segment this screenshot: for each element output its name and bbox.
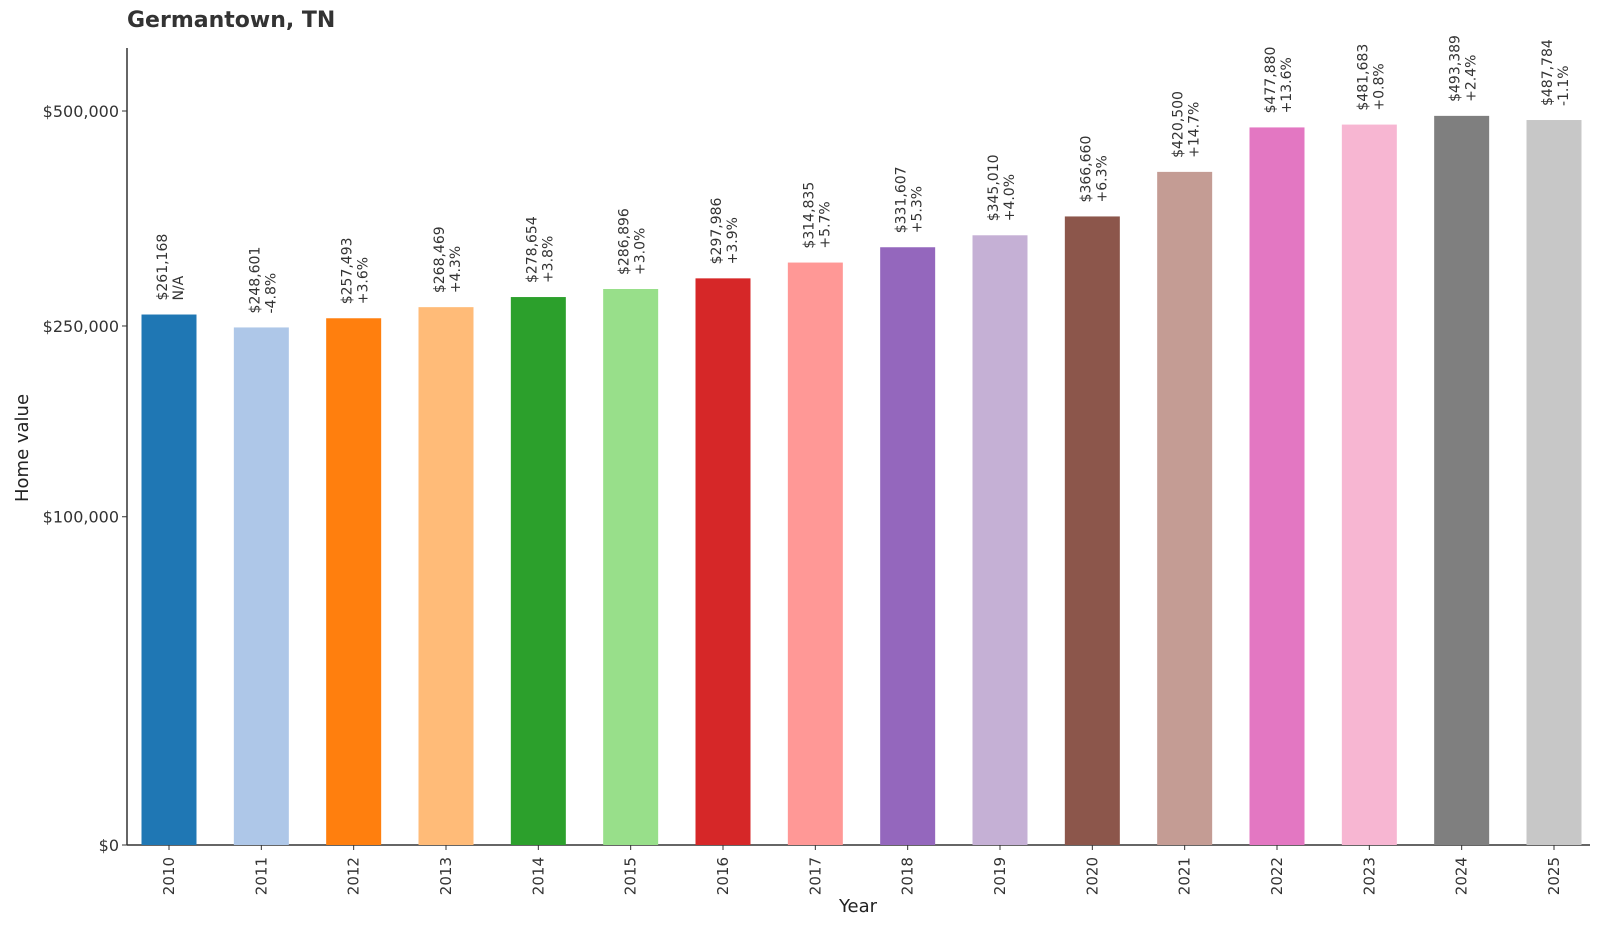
change-label: +4.0% <box>1002 174 1018 221</box>
bar <box>1249 127 1305 845</box>
x-tick-label: 2023 <box>1360 857 1378 895</box>
bar <box>1157 171 1213 846</box>
value-label: $268,469 <box>432 226 448 293</box>
x-tick-label: 2020 <box>1083 857 1101 895</box>
bar <box>1526 120 1582 846</box>
bar <box>141 314 197 845</box>
change-label: N/A <box>171 275 187 300</box>
y-tick-label: $100,000 <box>43 508 119 527</box>
change-label: +5.7% <box>817 201 833 248</box>
x-tick-label: 2021 <box>1176 857 1194 895</box>
value-label: $297,986 <box>709 197 725 264</box>
value-label: $331,607 <box>894 166 910 233</box>
value-label: $278,654 <box>524 216 540 283</box>
change-label: -1.1% <box>1556 65 1572 106</box>
change-label: +3.8% <box>540 236 556 283</box>
x-tick-label: 2015 <box>622 857 640 895</box>
bar <box>880 247 936 846</box>
bar <box>972 235 1028 845</box>
value-label: $261,168 <box>155 234 171 301</box>
y-tick-label: $500,000 <box>43 102 119 121</box>
value-label: $481,683 <box>1355 44 1371 111</box>
change-label: +6.3% <box>1094 155 1110 202</box>
change-label: +4.3% <box>448 246 464 293</box>
bar <box>1434 115 1490 845</box>
x-axis-label: Year <box>838 896 878 917</box>
change-label: +2.4% <box>1464 55 1480 102</box>
y-tick-label: $250,000 <box>43 317 119 336</box>
x-tick-label: 2013 <box>437 857 455 895</box>
value-label: $487,784 <box>1540 39 1556 106</box>
chart-title: Germantown, TN <box>127 8 336 33</box>
bar <box>1341 124 1397 845</box>
change-label: +13.6% <box>1279 57 1295 113</box>
value-label: $493,389 <box>1448 35 1464 102</box>
value-label: $286,896 <box>617 208 633 275</box>
change-label: +3.6% <box>356 257 372 304</box>
x-tick-label: 2012 <box>345 857 363 895</box>
bar <box>695 278 751 846</box>
value-label: $314,835 <box>801 182 817 249</box>
x-tick-label: 2024 <box>1453 857 1471 895</box>
x-tick-label: 2025 <box>1545 857 1563 895</box>
x-tick-label: 2016 <box>714 857 732 895</box>
value-label: $477,880 <box>1263 47 1279 114</box>
change-label: +3.0% <box>633 228 649 275</box>
x-tick-label: 2010 <box>160 857 178 895</box>
x-tick-label: 2022 <box>1268 857 1286 895</box>
x-tick-label: 2018 <box>899 857 917 895</box>
x-tick-label: 2019 <box>991 857 1009 895</box>
bar <box>510 297 566 845</box>
bar <box>233 327 289 845</box>
value-label: $345,010 <box>986 154 1002 221</box>
value-label: $248,601 <box>247 247 263 314</box>
bar <box>787 262 843 845</box>
change-label: +0.8% <box>1371 63 1387 110</box>
value-label: $420,500 <box>1171 91 1187 158</box>
change-label: +14.7% <box>1187 102 1203 158</box>
x-tick-label: 2014 <box>529 857 547 895</box>
bar <box>326 318 382 845</box>
y-tick-label: $0 <box>99 836 119 855</box>
value-label: $366,660 <box>1078 136 1094 203</box>
bar <box>603 289 659 845</box>
bar <box>418 307 474 845</box>
x-tick-label: 2017 <box>806 857 824 895</box>
y-axis-label: Home value <box>12 394 33 502</box>
bar <box>1064 216 1120 845</box>
value-label: $257,493 <box>340 237 356 304</box>
x-tick-label: 2011 <box>252 857 270 895</box>
change-label: +5.3% <box>910 186 926 233</box>
change-label: -4.8% <box>263 273 279 314</box>
change-label: +3.9% <box>725 217 741 264</box>
